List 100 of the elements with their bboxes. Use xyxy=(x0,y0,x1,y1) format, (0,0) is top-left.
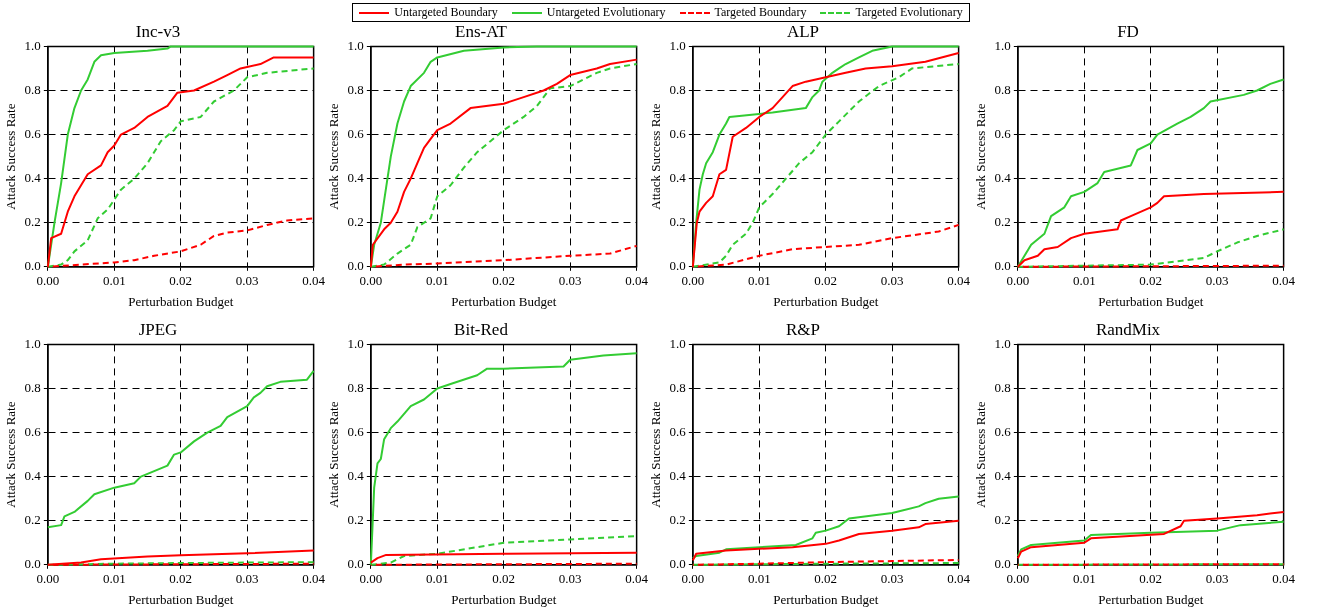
x-axis-title: Perturbation Budget xyxy=(128,591,234,607)
chart-title: RandMix xyxy=(1095,319,1161,339)
y-tick-label: 0.6 xyxy=(994,125,1012,141)
y-axis-title: Attack Success Rate xyxy=(326,401,342,508)
y-axis-title: Attack Success Rate xyxy=(3,401,19,508)
y-tick-label: 0.2 xyxy=(24,512,41,528)
x-axis-title: Perturbation Budget xyxy=(128,293,234,309)
x-tick-label: 0.00 xyxy=(1006,273,1030,289)
y-tick-label: 0.2 xyxy=(669,512,686,528)
x-tick-label: 0.01 xyxy=(1072,571,1096,587)
x-tick-label: 0.01 xyxy=(102,571,126,587)
y-tick-label: 0.0 xyxy=(347,556,364,572)
y-tick-label: 0.6 xyxy=(24,423,42,439)
x-tick-label: 0.00 xyxy=(36,273,60,289)
legend-label: Targeted Boundary xyxy=(714,5,807,20)
x-axis-title: Perturbation Budget xyxy=(1098,591,1204,607)
y-tick-label: 0.4 xyxy=(994,170,1012,186)
x-tick-label: 0.02 xyxy=(492,273,516,289)
x-tick-label: 0.00 xyxy=(359,273,383,289)
x-tick-label: 0.04 xyxy=(625,571,649,587)
y-tick-label: 0.0 xyxy=(669,556,686,572)
x-tick-label: 0.01 xyxy=(1072,273,1096,289)
y-tick-label: 0.2 xyxy=(24,214,41,230)
y-tick-label: 0.0 xyxy=(994,258,1011,274)
x-tick-label: 0.03 xyxy=(880,273,904,289)
x-axis-title: Perturbation Budget xyxy=(1098,293,1204,309)
y-tick-label: 0.4 xyxy=(669,170,687,186)
x-tick-label: 0.03 xyxy=(1205,571,1229,587)
chart-title: R&P xyxy=(785,319,821,339)
y-tick-label: 1.0 xyxy=(347,335,364,351)
x-tick-label: 0.02 xyxy=(169,273,193,289)
x-tick-label: 0.01 xyxy=(425,273,449,289)
x-tick-label: 0.03 xyxy=(558,571,582,587)
x-tick-label: 0.02 xyxy=(169,571,193,587)
y-tick-label: 1.0 xyxy=(669,37,686,53)
y-tick-label: 0.8 xyxy=(347,81,364,97)
x-tick-label: 0.01 xyxy=(747,571,771,587)
y-tick-label: 0.6 xyxy=(669,125,687,141)
x-tick-label: 0.04 xyxy=(947,571,971,587)
chart-title: Ens-AT xyxy=(455,21,508,41)
y-tick-label: 1.0 xyxy=(347,37,364,53)
y-tick-label: 0.0 xyxy=(24,258,41,274)
y-tick-label: 1.0 xyxy=(24,37,41,53)
y-tick-label: 0.4 xyxy=(347,468,365,484)
chart-title: ALP xyxy=(786,21,820,41)
x-tick-label: 0.01 xyxy=(425,571,449,587)
y-tick-label: 0.6 xyxy=(24,125,42,141)
y-axis-title: Attack Success Rate xyxy=(326,103,342,210)
y-tick-label: 1.0 xyxy=(24,335,41,351)
x-axis-title: Perturbation Budget xyxy=(773,591,879,607)
x-tick-label: 0.01 xyxy=(747,273,771,289)
chart-title: Bit-Red xyxy=(454,319,509,339)
chart-title: Inc-v3 xyxy=(135,21,181,41)
x-tick-label: 0.02 xyxy=(1139,273,1163,289)
x-tick-label: 0.04 xyxy=(625,273,649,289)
y-tick-label: 0.8 xyxy=(994,379,1011,395)
y-tick-label: 0.0 xyxy=(347,258,364,274)
y-axis-title: Attack Success Rate xyxy=(973,103,989,210)
y-tick-label: 1.0 xyxy=(994,335,1011,351)
y-tick-label: 0.6 xyxy=(347,423,365,439)
x-tick-label: 0.02 xyxy=(492,571,516,587)
y-axis-title: Attack Success Rate xyxy=(648,401,664,508)
y-tick-label: 0.8 xyxy=(669,379,686,395)
x-tick-label: 0.00 xyxy=(36,571,60,587)
y-tick-label: 0.6 xyxy=(994,423,1012,439)
x-tick-label: 0.04 xyxy=(1272,273,1296,289)
y-axis-title: Attack Success Rate xyxy=(973,401,989,508)
chart-title: JPEG xyxy=(138,319,178,339)
y-tick-label: 0.8 xyxy=(24,81,41,97)
x-tick-label: 0.00 xyxy=(359,571,383,587)
x-tick-label: 0.03 xyxy=(558,273,582,289)
y-tick-label: 0.0 xyxy=(24,556,41,572)
x-axis-title: Perturbation Budget xyxy=(451,591,557,607)
y-tick-label: 0.8 xyxy=(24,379,41,395)
y-tick-label: 0.4 xyxy=(24,170,42,186)
x-tick-label: 0.04 xyxy=(302,571,326,587)
x-tick-label: 0.03 xyxy=(235,571,259,587)
legend-label: Targeted Evolutionary xyxy=(855,5,963,20)
y-tick-label: 0.0 xyxy=(669,258,686,274)
x-tick-label: 0.04 xyxy=(302,273,326,289)
x-tick-label: 0.02 xyxy=(1139,571,1163,587)
y-tick-label: 0.4 xyxy=(669,468,687,484)
y-tick-label: 0.8 xyxy=(669,81,686,97)
legend-label: Untargeted Boundary xyxy=(394,5,498,20)
y-tick-label: 0.2 xyxy=(347,512,364,528)
x-tick-label: 0.00 xyxy=(681,571,705,587)
y-tick-label: 0.4 xyxy=(994,468,1012,484)
y-axis-title: Attack Success Rate xyxy=(3,103,19,210)
x-tick-label: 0.02 xyxy=(814,273,838,289)
legend-label: Untargeted Evolutionary xyxy=(546,5,666,20)
x-tick-label: 0.01 xyxy=(102,273,126,289)
y-tick-label: 0.2 xyxy=(347,214,364,230)
x-tick-label: 0.02 xyxy=(814,571,838,587)
x-tick-label: 0.04 xyxy=(1272,571,1296,587)
x-tick-label: 0.00 xyxy=(681,273,705,289)
x-tick-label: 0.00 xyxy=(1006,571,1030,587)
y-tick-label: 0.4 xyxy=(347,170,365,186)
y-axis-title: Attack Success Rate xyxy=(648,103,664,210)
y-tick-label: 0.8 xyxy=(347,379,364,395)
y-tick-label: 0.0 xyxy=(994,556,1011,572)
